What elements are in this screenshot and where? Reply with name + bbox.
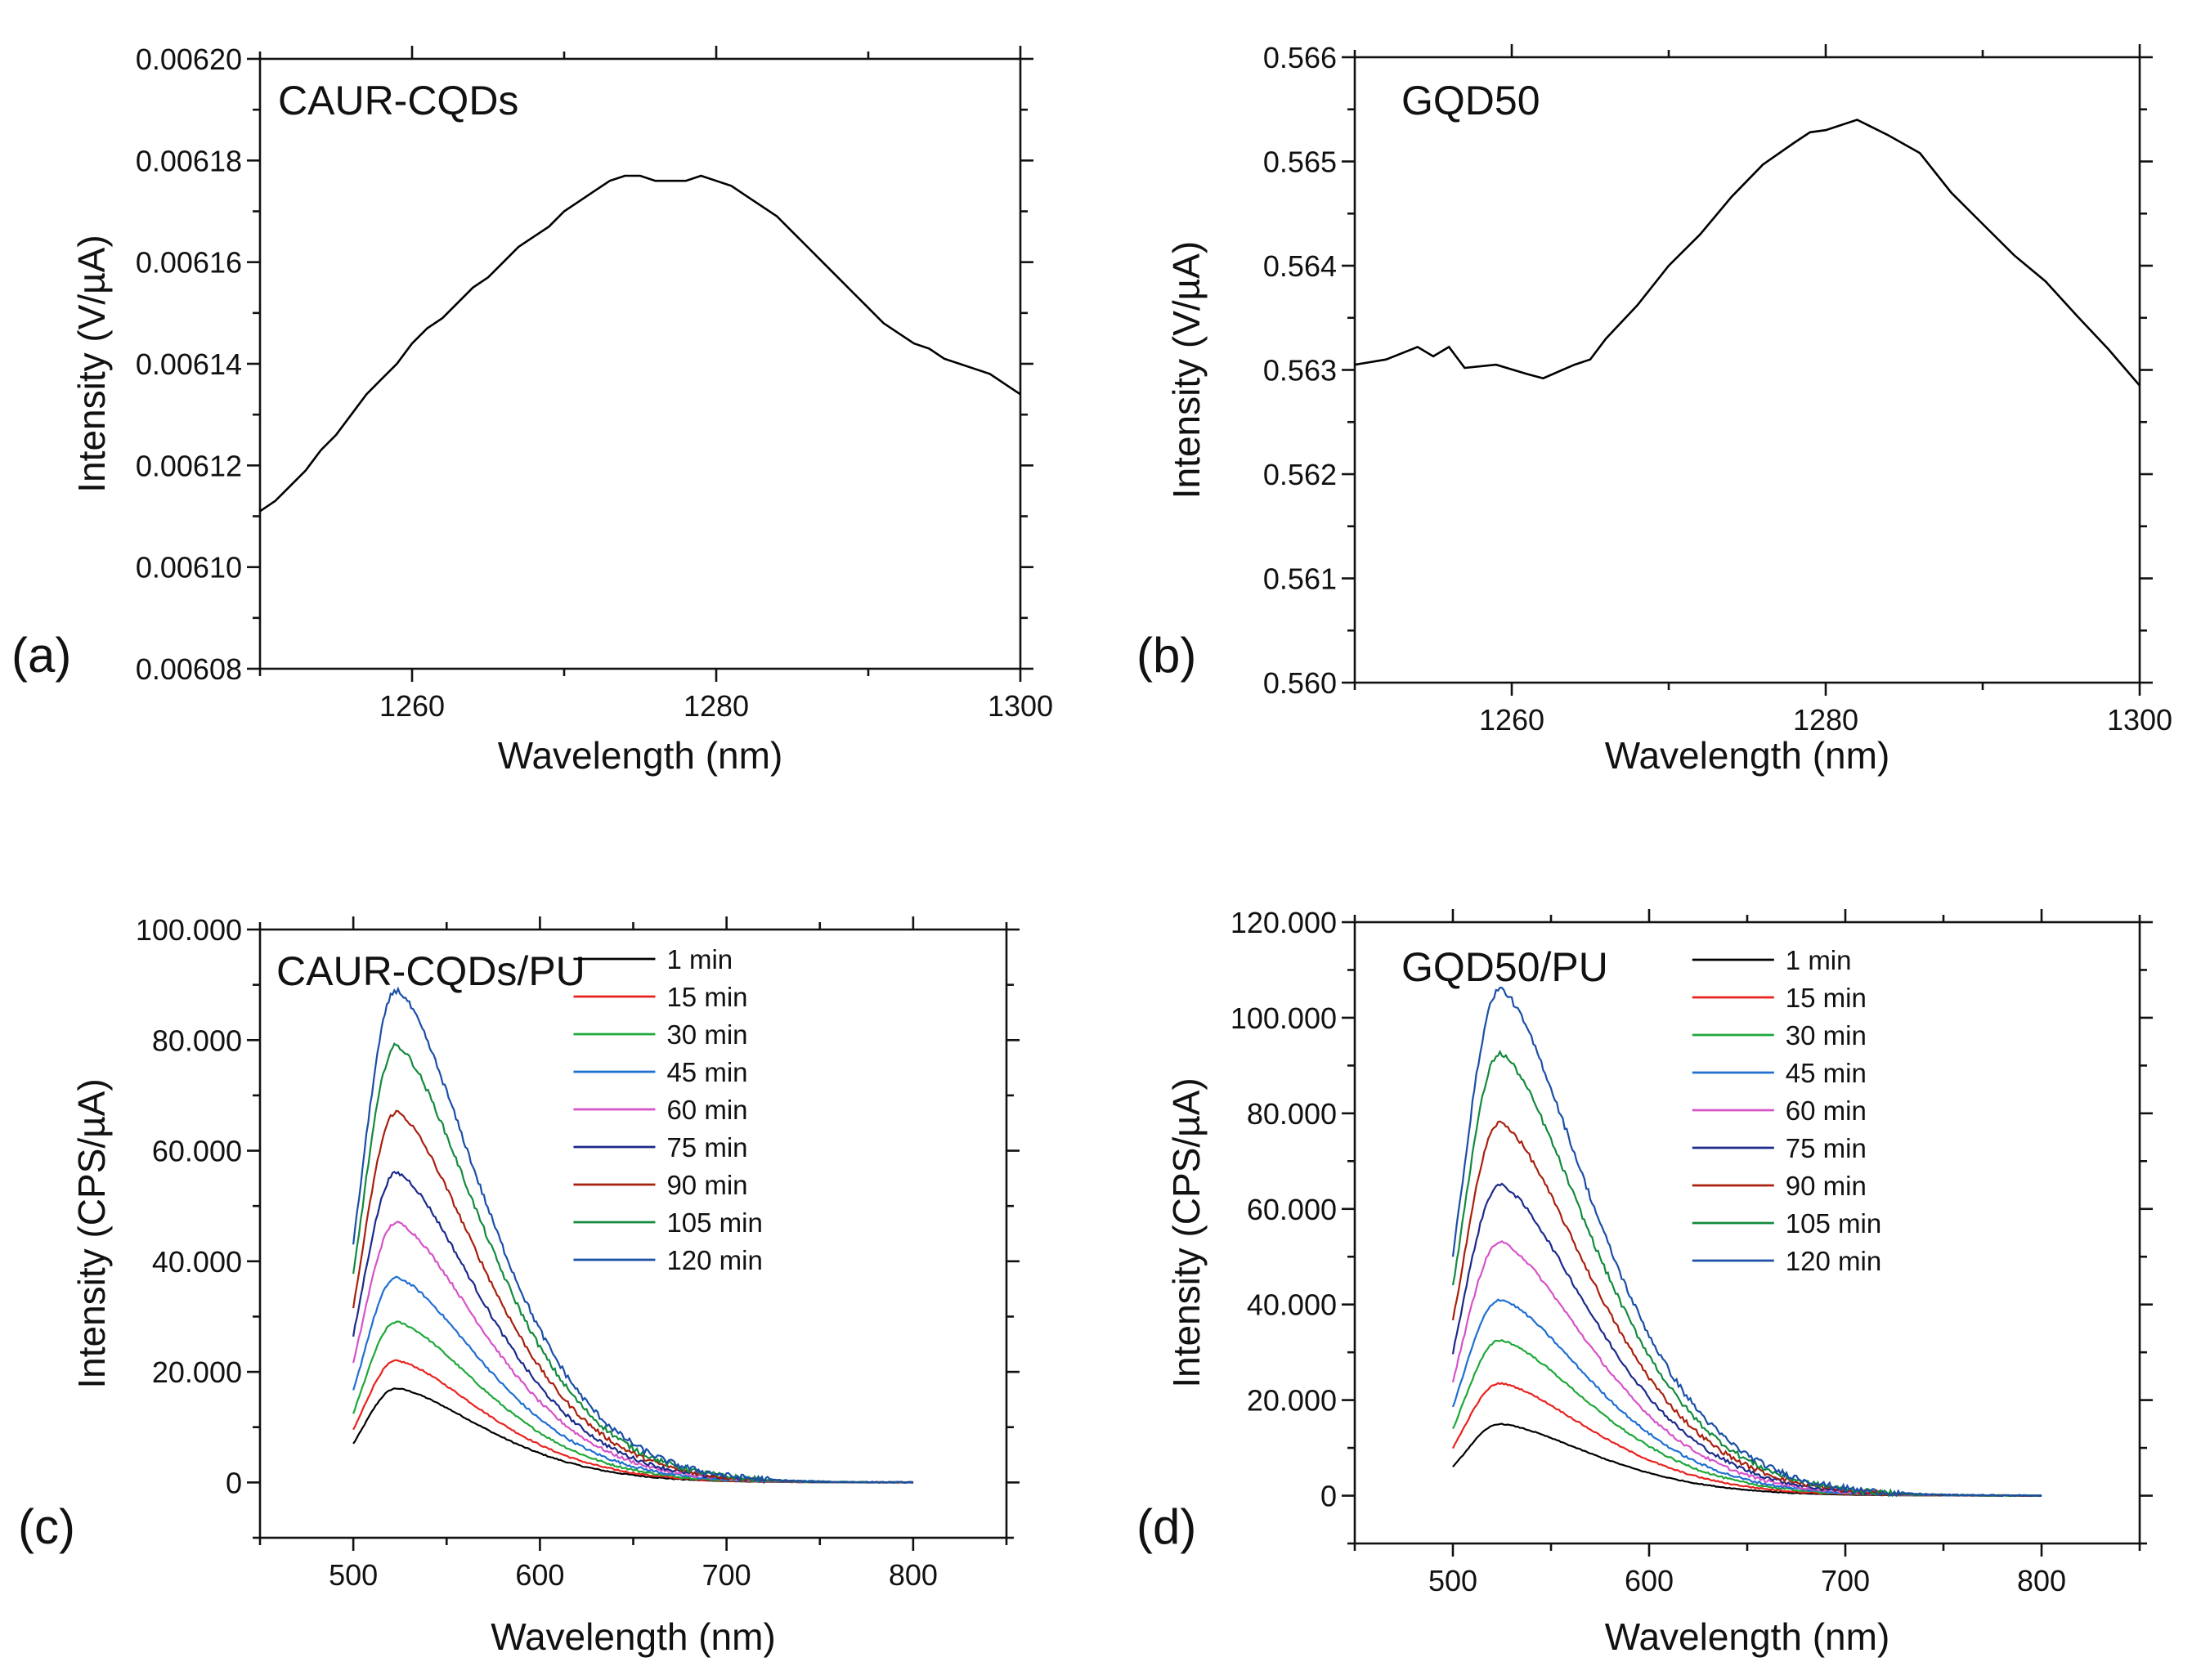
y-tick-label: 0.00610 — [136, 551, 242, 585]
plot-frame-a — [258, 57, 1022, 670]
series-line — [1451, 1298, 2042, 1497]
legend-entry: 45 min — [1786, 1058, 1867, 1088]
legend-entry: 75 min — [1786, 1133, 1867, 1163]
y-tick-label: 40.000 — [152, 1245, 242, 1279]
panel-letter-a: (a) — [11, 628, 71, 683]
legend-entry: 105 min — [1786, 1208, 1881, 1239]
legend-entry: 60 min — [666, 1095, 747, 1125]
x-tick-label: 800 — [889, 1558, 938, 1592]
series-line — [1451, 1239, 2042, 1497]
panel-title-a: CAUR-CQDs — [278, 78, 518, 123]
series-line — [352, 1171, 913, 1484]
series-line — [1451, 1182, 2042, 1497]
legend-entry: 15 min — [666, 982, 747, 1012]
x-axis-title: Wavelength (nm) — [491, 1615, 776, 1658]
y-tick-label: 120.000 — [1230, 906, 1337, 939]
legend-entry: 30 min — [1786, 1020, 1867, 1051]
legend-entry: 45 min — [666, 1057, 747, 1087]
y-tick-label: 0.564 — [1263, 249, 1337, 283]
y-axis-title: Intensity (CPS/µA) — [1165, 1077, 1208, 1387]
x-tick-label: 700 — [702, 1558, 751, 1592]
y-tick-label: 0.00620 — [136, 43, 242, 76]
y-tick-label: 0.563 — [1263, 354, 1337, 388]
series-line — [1451, 1120, 2042, 1498]
x-tick-label: 1300 — [2107, 703, 2172, 737]
y-axis-title: Intensity (V/µA) — [70, 235, 113, 492]
series-line-b — [1354, 119, 2140, 387]
x-tick-label: 600 — [1625, 1564, 1674, 1597]
y-tick-label: 80.000 — [152, 1024, 242, 1057]
x-tick-label: 800 — [2017, 1564, 2066, 1597]
x-axis-title: Wavelength (nm) — [1605, 734, 1890, 777]
x-axis-title: Wavelength (nm) — [498, 734, 783, 777]
plot-frame-c — [258, 928, 1008, 1539]
y-tick-label: 0 — [1320, 1480, 1337, 1513]
panel-letter-c: (c) — [18, 1499, 75, 1554]
series-line — [1451, 1049, 2042, 1498]
legend-entry: 60 min — [1786, 1095, 1867, 1126]
panel-title-d: GQD50/PU — [1401, 944, 1608, 990]
y-tick-label: 0.00608 — [136, 652, 242, 686]
x-tick-label: 1300 — [988, 689, 1053, 723]
panel-letter-d: (d) — [1136, 1499, 1196, 1554]
panel-letter-b: (b) — [1136, 628, 1196, 683]
x-tick-label: 1280 — [1793, 703, 1858, 737]
panel-d: (d) 500 600 700 800 0 20.000 40.000 60.000 80.00… — [1136, 906, 2153, 1658]
legend-entry: 15 min — [1786, 983, 1867, 1013]
y-tick-label: 0.565 — [1263, 146, 1337, 179]
series-line — [352, 986, 914, 1485]
y-tick-label: 0.00616 — [136, 246, 242, 280]
legend-entry: 75 min — [666, 1132, 747, 1163]
legend-entry: 1 min — [1786, 945, 1852, 975]
y-tick-label: 0.566 — [1263, 41, 1337, 74]
series-line — [1451, 986, 2042, 1498]
plot-frame-d — [1353, 921, 2141, 1545]
legend-entry: 90 min — [1786, 1171, 1867, 1201]
x-tick-label: 700 — [1821, 1564, 1870, 1597]
series-line — [352, 1109, 914, 1484]
y-axis-title: Intensity (CPS/µA) — [70, 1078, 113, 1388]
x-tick-label: 600 — [515, 1558, 564, 1592]
panel-c: (c) 500 600 700 800 0 20.000 40.000 60.000 80.00… — [18, 913, 1020, 1658]
x-tick-label: 500 — [1428, 1564, 1477, 1597]
y-tick-label: 20.000 — [152, 1355, 242, 1389]
y-tick-label: 100.000 — [1230, 1001, 1337, 1035]
y-tick-label: 20.000 — [1247, 1384, 1337, 1418]
panel-b: (b) 1260 1280 1300 0.560 0.561 0.562 0.563 0.56… — [1136, 41, 2172, 777]
x-tick-label: 1280 — [684, 689, 749, 723]
series-line — [1452, 1338, 2042, 1497]
y-tick-label: 100.000 — [136, 913, 242, 947]
x-axis-title: Wavelength (nm) — [1605, 1615, 1890, 1658]
x-tick-label: 500 — [329, 1558, 378, 1592]
y-tick-label: 60.000 — [1247, 1193, 1337, 1226]
y-tick-label: 0.00612 — [136, 449, 242, 482]
plot-frame-b — [1353, 56, 2141, 684]
panel-a: (a) 1260 1280 1300 0.00608 0.00610 0.00612 0.0… — [11, 43, 1053, 777]
y-tick-label: 0.562 — [1263, 458, 1337, 491]
y-axis-title: Intensity (V/µA) — [1165, 241, 1208, 499]
series-line — [352, 1359, 913, 1484]
series-line — [352, 1387, 913, 1484]
legend-entry: 30 min — [666, 1019, 747, 1050]
y-tick-label: 40.000 — [1247, 1288, 1337, 1322]
y-tick-label: 0.00614 — [136, 347, 242, 381]
series-line-a — [259, 174, 1021, 513]
x-tick-label: 1260 — [1479, 703, 1544, 737]
y-tick-label: 0.560 — [1263, 666, 1337, 700]
legend-entry: 105 min — [666, 1207, 762, 1238]
legend-entry: 1 min — [666, 944, 733, 974]
y-tick-label: 60.000 — [152, 1135, 242, 1168]
legend-entry: 120 min — [666, 1245, 762, 1275]
panel-title-b: GQD50 — [1401, 78, 1540, 123]
y-tick-label: 0.561 — [1263, 562, 1337, 596]
panel-title-c: CAUR-CQDs/PU — [276, 948, 585, 994]
y-tick-label: 0.00618 — [136, 144, 242, 177]
legend-entry: 90 min — [666, 1170, 747, 1200]
legend-entry: 120 min — [1786, 1246, 1881, 1276]
y-tick-label: 0 — [226, 1466, 242, 1499]
y-tick-label: 80.000 — [1247, 1097, 1337, 1131]
x-tick-label: 1260 — [379, 689, 445, 723]
